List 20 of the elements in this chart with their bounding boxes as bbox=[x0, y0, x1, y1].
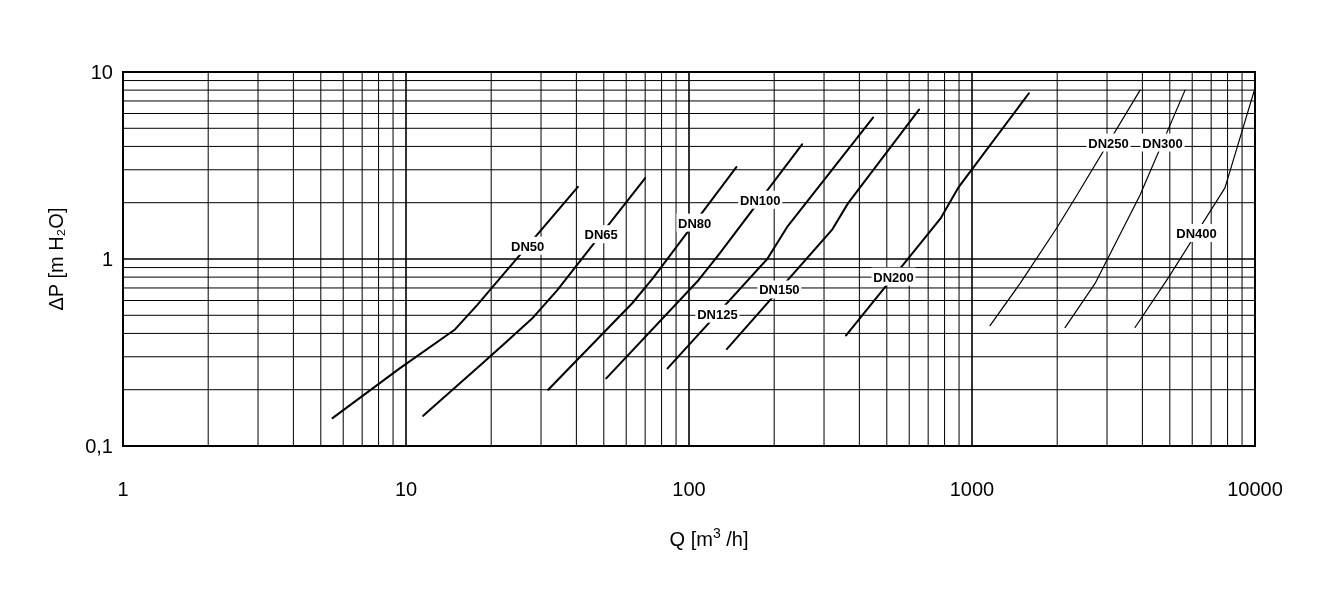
series-label: DN100 bbox=[740, 192, 781, 208]
series-label: DN125 bbox=[697, 306, 738, 322]
series-label: DN50 bbox=[511, 238, 545, 254]
x-axis-title: Q [m$^{3}$ /h] bbox=[669, 525, 749, 550]
x-tick-label: 100 bbox=[672, 478, 706, 500]
x-tick-label: 1 bbox=[117, 478, 129, 500]
series-label: DN250 bbox=[1088, 135, 1129, 151]
x-tick-label: 10 bbox=[394, 478, 418, 500]
y-tick-label: 10 bbox=[90, 61, 113, 83]
y-tick-label: 0,1 bbox=[85, 435, 113, 457]
y-tick-label: 1 bbox=[101, 248, 113, 270]
x-tick-label: 10000 bbox=[1227, 478, 1283, 500]
series-label: DN150 bbox=[759, 282, 800, 298]
series-label: DN400 bbox=[1176, 226, 1217, 242]
x-tick-label: 1000 bbox=[949, 478, 995, 500]
series-label: DN300 bbox=[1142, 135, 1183, 151]
series-label: DN80 bbox=[678, 215, 712, 231]
y-axis-title: ΔP [m H₂O] bbox=[45, 207, 67, 311]
series-label: DN200 bbox=[873, 269, 914, 285]
series-label: DN65 bbox=[584, 227, 618, 243]
